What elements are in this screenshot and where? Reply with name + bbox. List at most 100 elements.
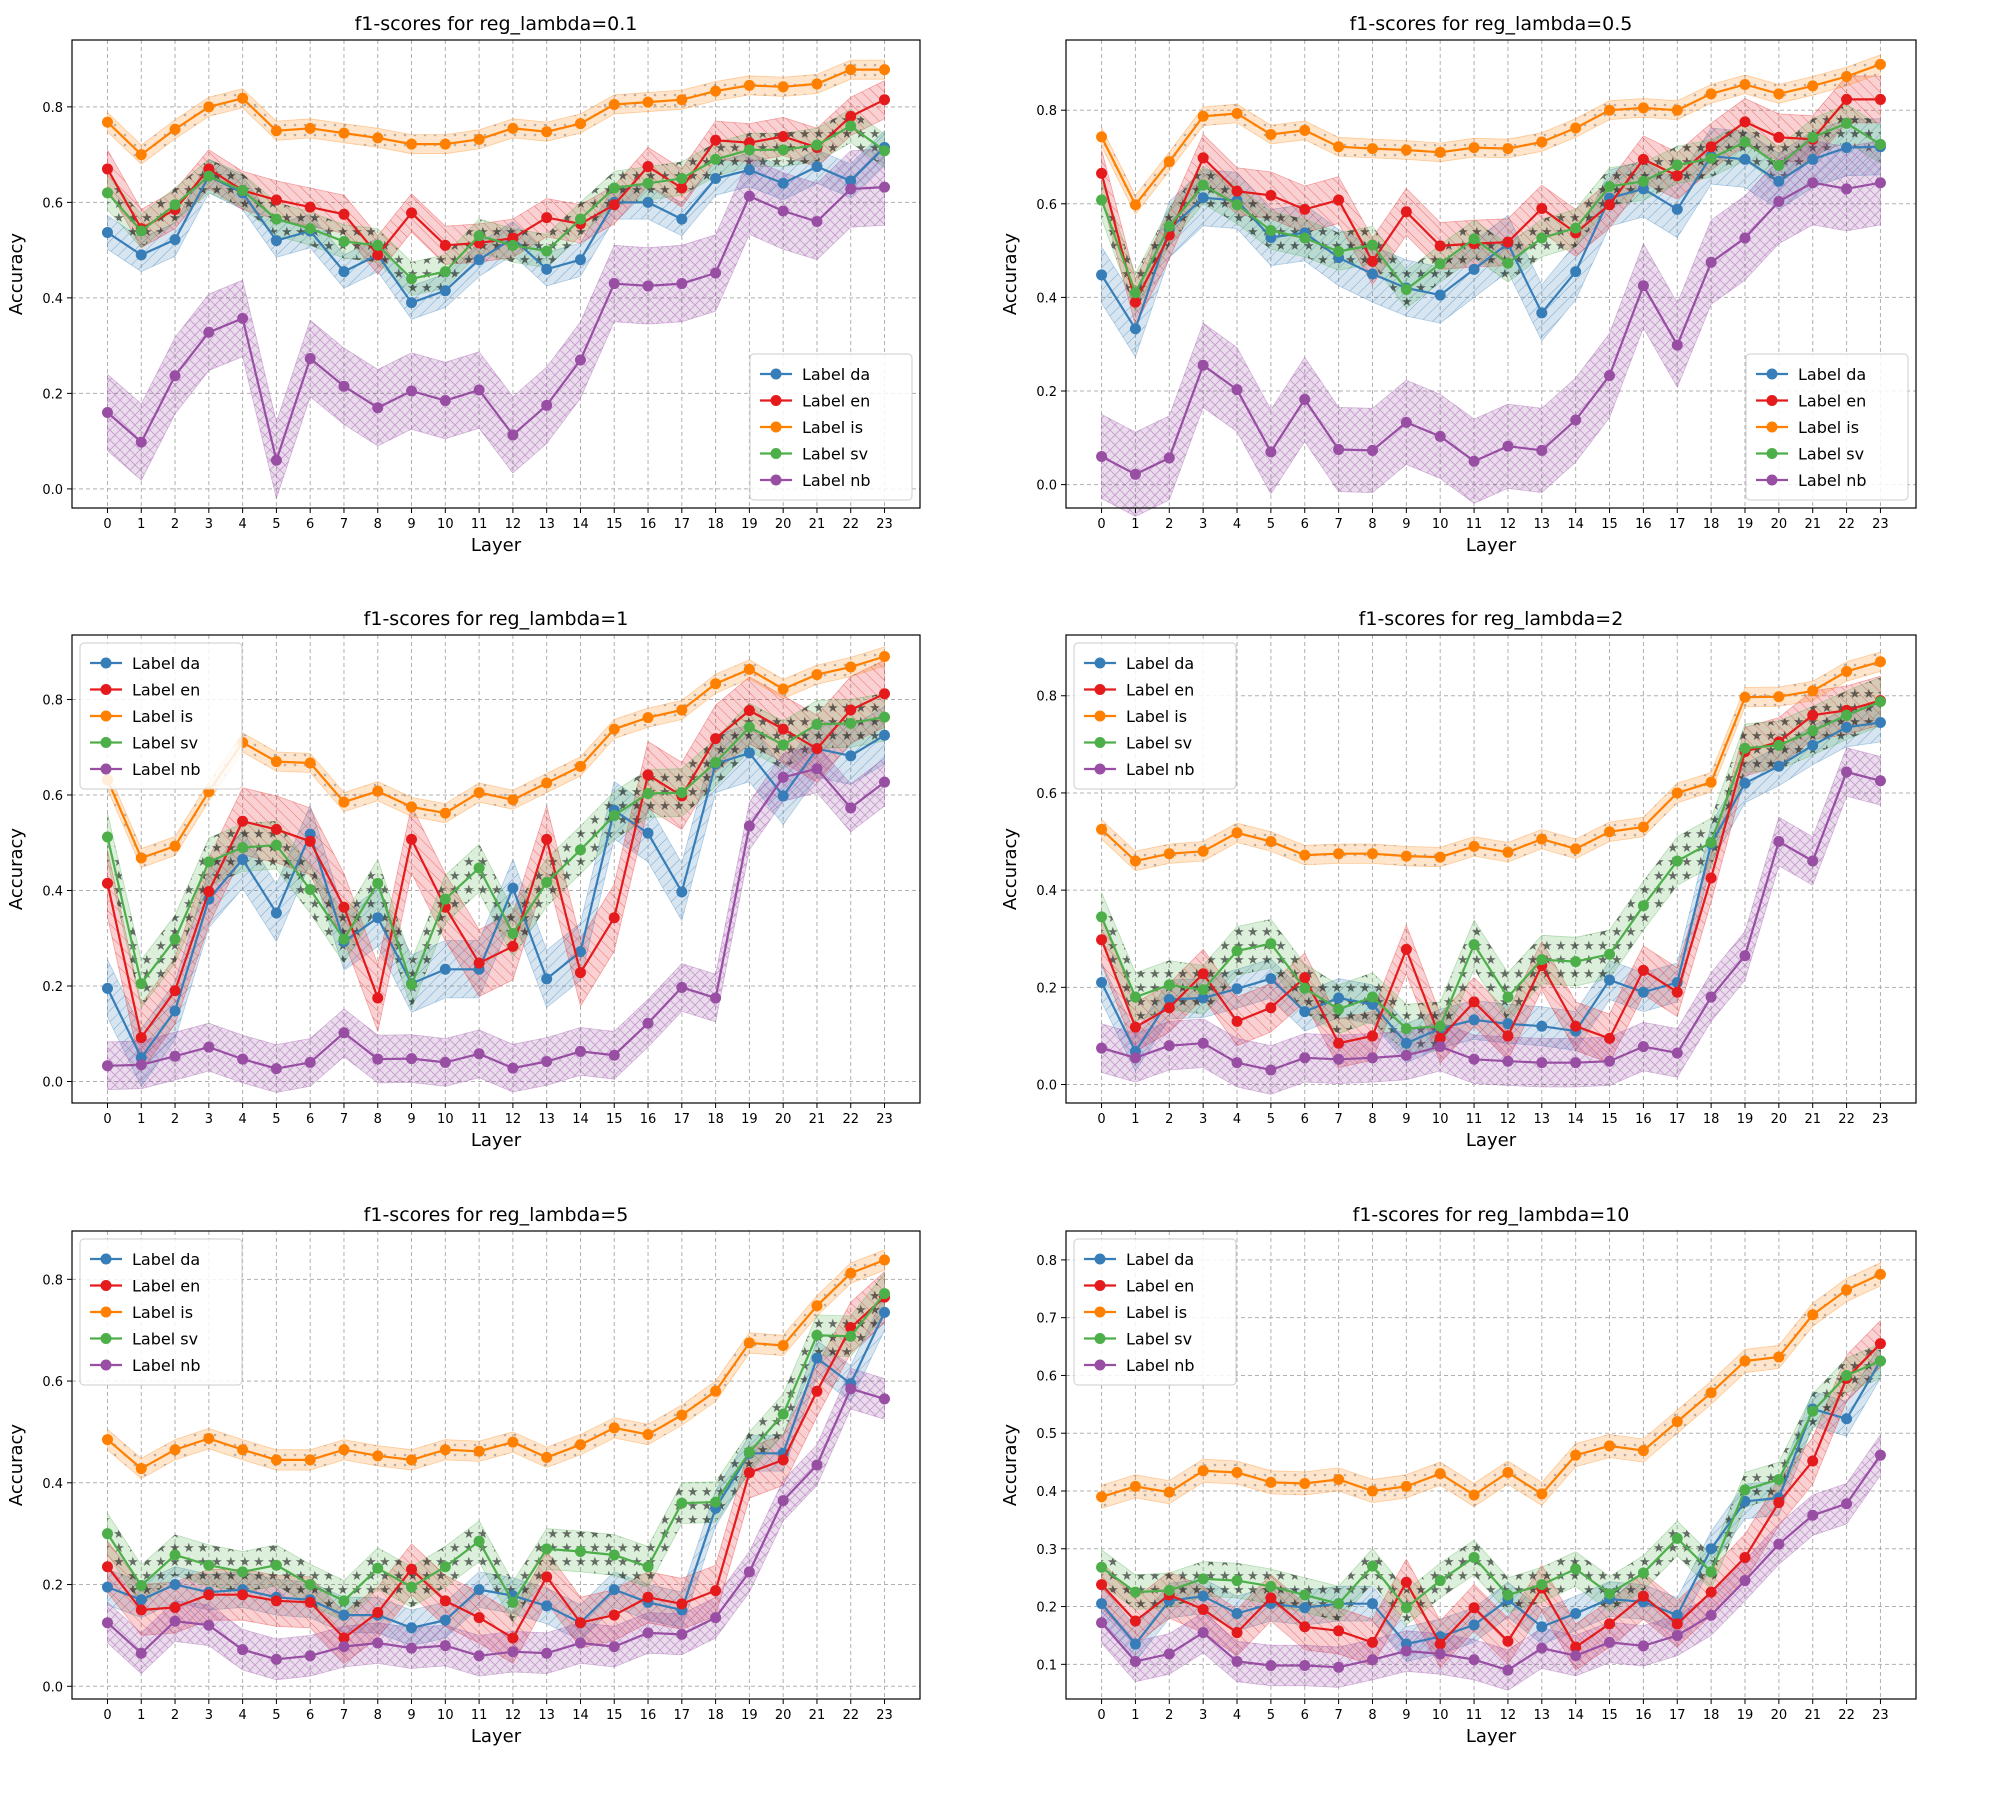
data-point-sv [237, 1566, 249, 1578]
data-point-en [1265, 189, 1277, 201]
data-point-sv [879, 711, 891, 723]
data-point-da [879, 1306, 891, 1318]
data-point-is [169, 1444, 181, 1456]
data-point-en [1637, 964, 1649, 976]
series-line-is [1100, 660, 1881, 863]
x-tick-label: 7 [1334, 1112, 1342, 1127]
data-point-is [406, 1454, 418, 1466]
data-point-nb [1400, 1645, 1412, 1657]
data-point-da [473, 254, 485, 266]
x-tick-label: 22 [842, 1708, 859, 1723]
data-point-da [1333, 992, 1345, 1004]
x-tick-label: 19 [1737, 1708, 1754, 1723]
legend-label-nb: Label nb [1126, 760, 1195, 779]
data-point-nb [676, 1628, 688, 1640]
data-point-is [845, 1267, 857, 1279]
x-tick-label: 14 [1567, 1112, 1584, 1127]
data-point-en [541, 212, 553, 224]
data-point-is [811, 78, 823, 90]
legend-label-is: Label is [1126, 707, 1187, 726]
data-point-en [237, 815, 249, 827]
data-point-nb [710, 1612, 722, 1624]
data-point-is [1096, 131, 1108, 143]
x-tick-label: 0 [1097, 1708, 1105, 1723]
data-point-da [1570, 266, 1582, 278]
data-point-nb [1231, 1057, 1243, 1069]
data-point-en [676, 182, 688, 194]
data-point-sv [1129, 991, 1141, 1003]
data-point-is [439, 1444, 451, 1456]
data-point-da [1570, 1607, 1582, 1619]
data-point-da [169, 234, 181, 246]
data-point-sv [1299, 982, 1311, 994]
x-tick-label: 3 [1199, 1708, 1207, 1723]
data-point-sv [574, 213, 586, 225]
data-point-sv [1671, 1532, 1683, 1544]
data-point-is [1671, 787, 1683, 799]
series-line-sv [1100, 122, 1881, 296]
data-point-da [541, 1600, 553, 1612]
data-point-sv [1096, 911, 1108, 923]
data-point-nb [1841, 766, 1853, 778]
data-point-nb [1231, 384, 1243, 396]
x-tick-label: 14 [1567, 517, 1584, 532]
y-axis-label: Accuracy [1000, 233, 1021, 316]
y-tick-label: 0.6 [1036, 787, 1057, 802]
data-point-nb [1333, 1661, 1345, 1673]
data-point-is [1671, 1416, 1683, 1428]
data-point-da [1366, 268, 1378, 280]
data-point-is [1468, 1489, 1480, 1501]
data-point-da [1299, 1602, 1311, 1614]
data-point-en [101, 877, 113, 889]
data-point-is [541, 126, 553, 138]
x-tick-label: 10 [437, 1708, 454, 1723]
band-hatch-nb [107, 744, 885, 1093]
y-tick-label: 0.3 [1036, 1543, 1057, 1558]
data-point-da [439, 285, 451, 297]
legend-marker-is [1094, 1306, 1106, 1318]
legend-label-da: Label da [132, 1250, 200, 1269]
legend-marker-is [770, 421, 782, 433]
data-point-en [270, 823, 282, 835]
data-point-nb [676, 981, 688, 993]
data-point-nb [1163, 1040, 1175, 1052]
data-point-sv [1874, 1355, 1886, 1367]
data-point-nb [1096, 451, 1108, 463]
data-point-nb [1333, 1053, 1345, 1065]
data-point-sv [1299, 232, 1311, 244]
data-point-nb [541, 399, 553, 411]
chart-panel-2: 0 1 2 3 4 5 6 7 8 9 10 11 12 13 14 15 16 17 18 19 20 21 22 230.… [6, 608, 921, 1151]
y-tick-label: 0.2 [42, 980, 63, 995]
legend-marker-sv [1094, 737, 1106, 748]
legend-label-sv: Label sv [132, 734, 198, 753]
data-point-en [1366, 255, 1378, 267]
data-point-is [1502, 143, 1514, 155]
data-point-sv [1773, 739, 1785, 751]
data-point-en [372, 249, 384, 261]
x-tick-label: 17 [1669, 1112, 1686, 1127]
x-axis-label: Layer [471, 535, 522, 556]
series-line-en [1100, 699, 1881, 1045]
legend-marker-sv [770, 448, 782, 459]
data-point-is [1739, 78, 1751, 90]
data-point-is [1637, 102, 1649, 114]
data-point-en [1129, 296, 1141, 308]
legend-label-is: Label is [1798, 418, 1859, 437]
data-point-sv [1773, 159, 1785, 171]
data-point-sv [1705, 152, 1717, 164]
x-tick-label: 23 [876, 517, 893, 532]
data-point-nb [879, 1393, 891, 1405]
data-point-is [777, 683, 789, 695]
data-point-nb [304, 1056, 316, 1068]
data-point-sv [710, 1496, 722, 1508]
y-tick-label: 0.0 [42, 1680, 63, 1695]
data-point-en [1570, 1641, 1582, 1653]
data-point-nb [777, 1495, 789, 1507]
data-point-sv [1163, 979, 1175, 991]
data-point-da [1841, 142, 1853, 154]
data-point-sv [1874, 138, 1886, 150]
x-tick-label: 4 [1233, 1112, 1241, 1127]
data-point-is [574, 1439, 586, 1451]
x-tick-label: 15 [606, 1708, 623, 1723]
legend-marker-da [100, 1253, 112, 1265]
